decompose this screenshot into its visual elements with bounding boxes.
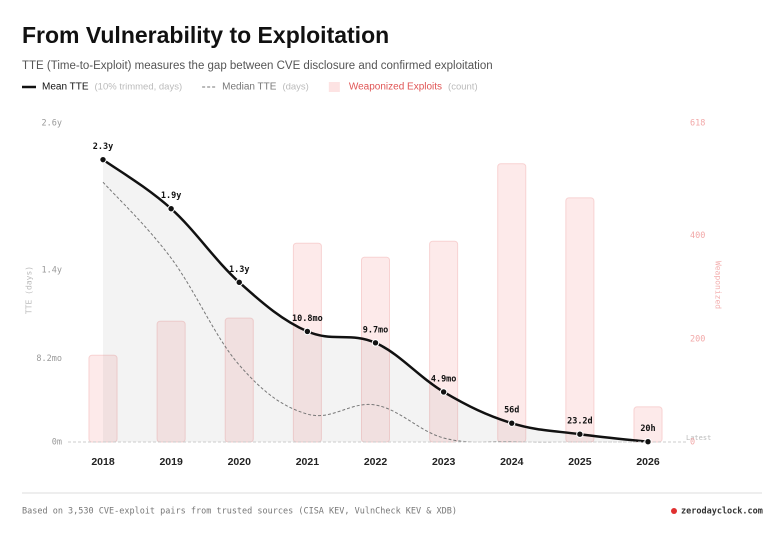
value-label: 4.9mo bbox=[431, 374, 457, 384]
source-dot bbox=[671, 508, 677, 514]
point bbox=[576, 430, 584, 438]
point bbox=[371, 339, 380, 347]
bar bbox=[292, 242, 322, 443]
mean-area bbox=[103, 159, 648, 442]
legend-label: Weaponized Exploits bbox=[349, 82, 442, 93]
y2-tick-label: 400 bbox=[690, 231, 705, 241]
y-tick-label: 8.2mo bbox=[36, 354, 62, 364]
annotation: Latest bbox=[686, 434, 711, 442]
point bbox=[167, 205, 175, 213]
value-label: 10.8mo bbox=[292, 314, 323, 324]
chart-subtitle: TTE (Time-to-Exploit) measures the gap b… bbox=[22, 60, 493, 72]
point bbox=[644, 438, 652, 446]
legend-label: Mean TTE bbox=[42, 82, 89, 93]
y-tick-label: 1.4y bbox=[42, 266, 62, 276]
x-tick-label: 2025 bbox=[568, 456, 592, 468]
legend-label: Median TTE bbox=[222, 82, 277, 93]
bar bbox=[497, 163, 527, 443]
x-tick-label: 2020 bbox=[228, 456, 252, 468]
legend-note: (10% trimmed, days) bbox=[95, 82, 183, 93]
mean-line bbox=[102, 158, 649, 443]
legend-note: (days) bbox=[282, 82, 308, 93]
source: zerodayclock.com bbox=[681, 507, 763, 517]
y-tick-label: 0m bbox=[52, 438, 62, 448]
point bbox=[303, 327, 312, 336]
point bbox=[99, 155, 107, 164]
y2-tick-label: 618 bbox=[690, 119, 705, 129]
value-label: 23.2d bbox=[567, 417, 593, 427]
y-tick-label: 2.6y bbox=[42, 119, 62, 129]
x-tick-label: 2026 bbox=[636, 456, 660, 468]
value-label: 9.7mo bbox=[363, 325, 389, 335]
point bbox=[235, 278, 243, 287]
point bbox=[508, 419, 516, 427]
legend-note: (count) bbox=[448, 82, 478, 93]
x-tick-label: 2021 bbox=[296, 456, 320, 468]
value-label: 2.3y bbox=[93, 142, 113, 152]
x-tick-label: 2023 bbox=[432, 456, 456, 468]
footer: Based on 3,530 CVE-exploit pairs from tr… bbox=[22, 507, 457, 517]
chart-title: From Vulnerability to Exploitation bbox=[22, 22, 389, 48]
bar bbox=[156, 320, 186, 443]
value-label: 20h bbox=[640, 424, 655, 434]
y2-tick-label: 200 bbox=[690, 334, 705, 344]
y2-tick-label: 0 bbox=[690, 438, 695, 448]
y-axis-label: TTE (days) bbox=[25, 266, 34, 314]
point bbox=[439, 388, 448, 396]
x-tick-label: 2024 bbox=[500, 456, 524, 468]
value-label: 1.3y bbox=[229, 265, 249, 275]
legend-swatch bbox=[328, 82, 340, 92]
value-label: 1.9y bbox=[161, 191, 181, 201]
x-tick-label: 2022 bbox=[364, 456, 388, 468]
x-tick-label: 2019 bbox=[159, 456, 183, 468]
value-label: 56d bbox=[504, 406, 519, 416]
x-tick-label: 2018 bbox=[91, 456, 115, 468]
bar bbox=[565, 197, 595, 443]
y2-axis-label: Weaponized bbox=[714, 261, 723, 309]
